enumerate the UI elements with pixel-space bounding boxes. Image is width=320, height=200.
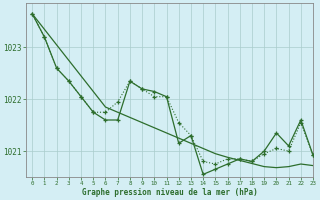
X-axis label: Graphe pression niveau de la mer (hPa): Graphe pression niveau de la mer (hPa) (82, 188, 258, 197)
